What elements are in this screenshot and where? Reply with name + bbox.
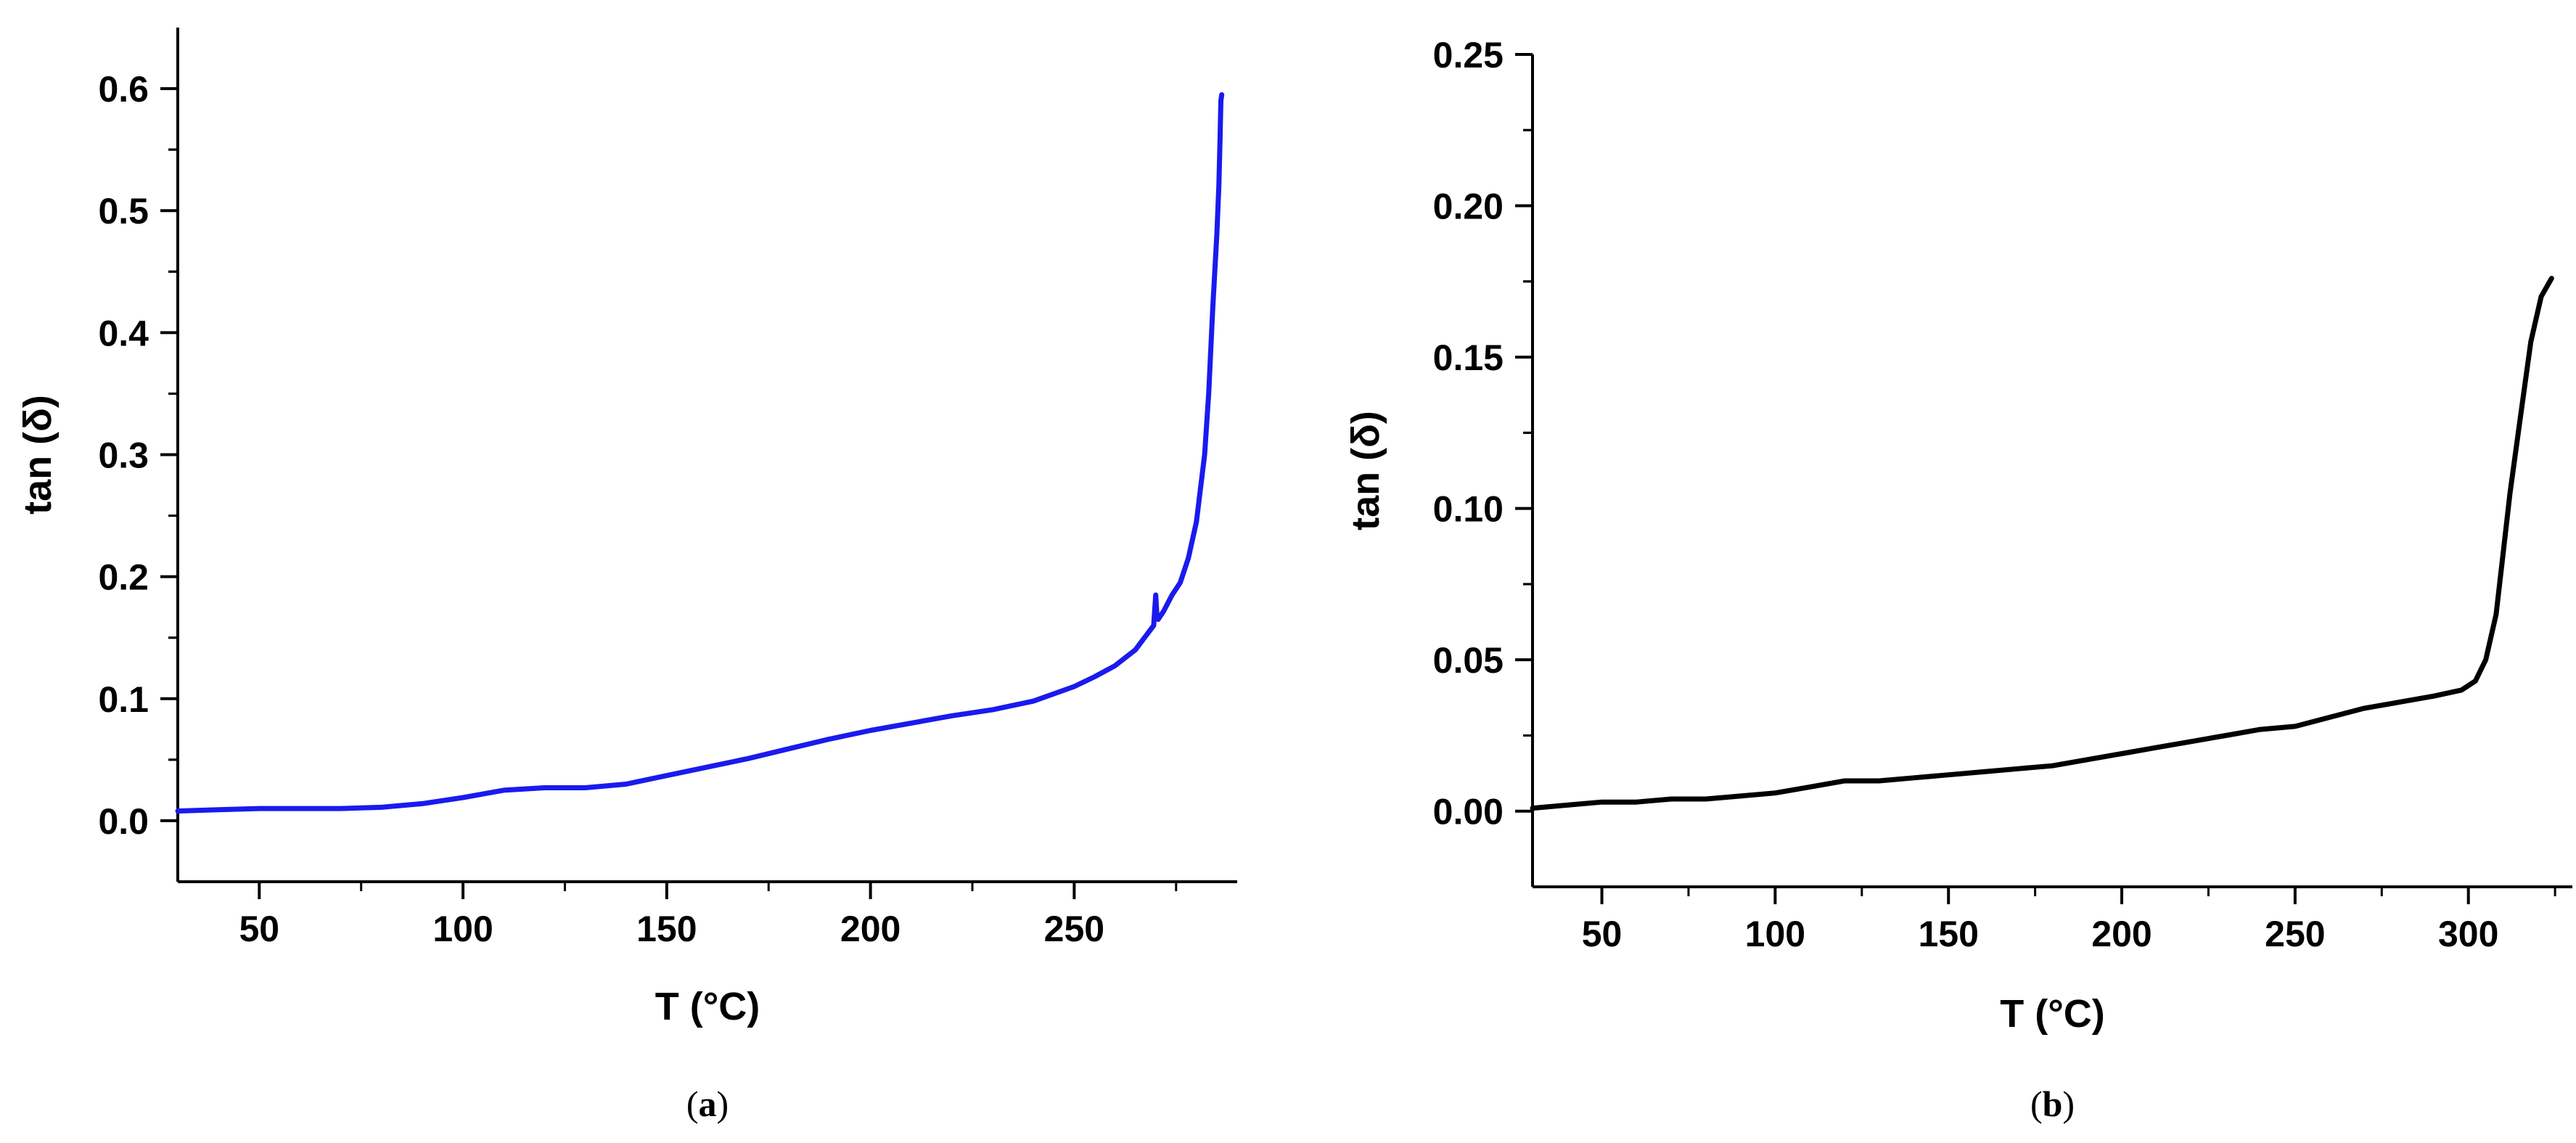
x-tick-label: 50 (1582, 914, 1623, 954)
y-tick-label: 0.10 (1433, 489, 1504, 530)
series-line (175, 92, 1225, 814)
x-tick-label: 300 (2438, 914, 2498, 954)
x-axis-title: T (°C) (2000, 992, 2105, 1036)
caption-paren-open: ( (686, 1083, 699, 1124)
y-tick-label: 0.0 (98, 801, 149, 842)
y-tick-label: 0.3 (98, 435, 149, 476)
y-tick-label: 0.20 (1433, 187, 1504, 227)
y-tick-label: 0.1 (98, 679, 149, 720)
series-line (1530, 276, 2554, 811)
x-tick-label: 200 (2091, 914, 2152, 954)
y-tick-label: 0.2 (98, 557, 149, 598)
caption-paren-close: ) (717, 1083, 729, 1124)
x-tick-label: 150 (636, 909, 697, 949)
y-tick-label: 0.4 (98, 313, 149, 353)
x-tick-label: 250 (2265, 914, 2325, 954)
x-axis-title: T (°C) (655, 985, 760, 1028)
y-tick-label: 0.05 (1433, 640, 1504, 681)
x-tick-label: 100 (432, 909, 493, 949)
x-tick-label: 150 (1918, 914, 1978, 954)
caption-letter: a (699, 1083, 717, 1124)
caption-letter: b (2043, 1083, 2063, 1124)
x-tick-label: 200 (840, 909, 901, 949)
y-tick-label: 0.5 (98, 191, 149, 232)
y-tick-label: 0.15 (1433, 337, 1504, 378)
panel-a-chart: 50 100 150 200 250 0.0 0.1 0.2 0.3 0.4 0.5 0.6 T (°C… (16, 28, 1237, 1124)
y-tick-label: 0.25 (1433, 35, 1504, 75)
x-tick-label: 250 (1044, 909, 1104, 949)
y-axis-title: tan (δ) (1344, 411, 1387, 530)
y-tick-label: 0.00 (1433, 792, 1504, 832)
y-axis-title: tan (δ) (16, 395, 60, 515)
y-tick-label: 0.6 (98, 69, 149, 110)
caption-paren-open: ( (2030, 1083, 2043, 1124)
caption-paren-close: ) (2062, 1083, 2075, 1124)
panel-b-chart: 50 100 150 200 250 300 0.00 0.05 0.10 0.15 0.20 0.2… (1344, 35, 2572, 1124)
panel-caption: (b) (2030, 1083, 2075, 1124)
x-tick-label: 50 (239, 909, 279, 949)
panel-caption: (a) (686, 1083, 729, 1124)
x-tick-label: 100 (1745, 914, 1805, 954)
